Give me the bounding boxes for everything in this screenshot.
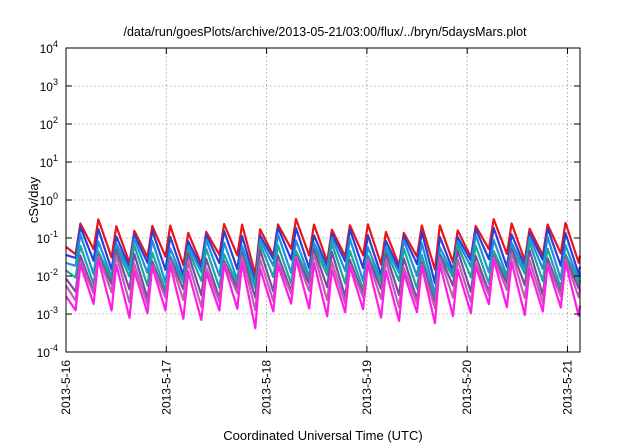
y-tick-label: 10-2 <box>37 267 58 284</box>
x-tick-label: 2013-5-19 <box>360 360 374 415</box>
y-tick-label: 102 <box>40 115 58 132</box>
y-tick-label: 104 <box>40 39 58 56</box>
series-line <box>65 241 582 302</box>
x-tick-label: 2013-5-20 <box>460 360 474 415</box>
y-tick-label: 103 <box>40 77 58 94</box>
axis-ticks: 104 103 102 101 100 10-1 10-2 10-3 10-42013-5-16… <box>37 39 580 415</box>
x-tick-label: 2013-5-18 <box>260 360 274 415</box>
y-tick-label: 10-3 <box>37 305 58 322</box>
series-line <box>65 257 582 330</box>
y-tick-label: 100 <box>40 191 58 208</box>
grid-lines <box>65 47 580 353</box>
y-tick-label: 101 <box>40 153 58 170</box>
x-tick-label: 2013-5-21 <box>560 360 574 415</box>
x-tick-label: 2013-5-16 <box>59 360 73 415</box>
y-tick-label: 10-1 <box>37 229 58 246</box>
y-tick-label: 10-4 <box>37 343 58 360</box>
x-tick-label: 2013-5-17 <box>159 360 173 415</box>
data-series-group <box>65 217 582 330</box>
y-axis-label: cSv/day <box>26 176 41 223</box>
x-axis-label: Coordinated Universal Time (UTC) <box>223 428 422 443</box>
chart-title: /data/run/goesPlots/archive/2013-05-21/0… <box>123 25 527 39</box>
